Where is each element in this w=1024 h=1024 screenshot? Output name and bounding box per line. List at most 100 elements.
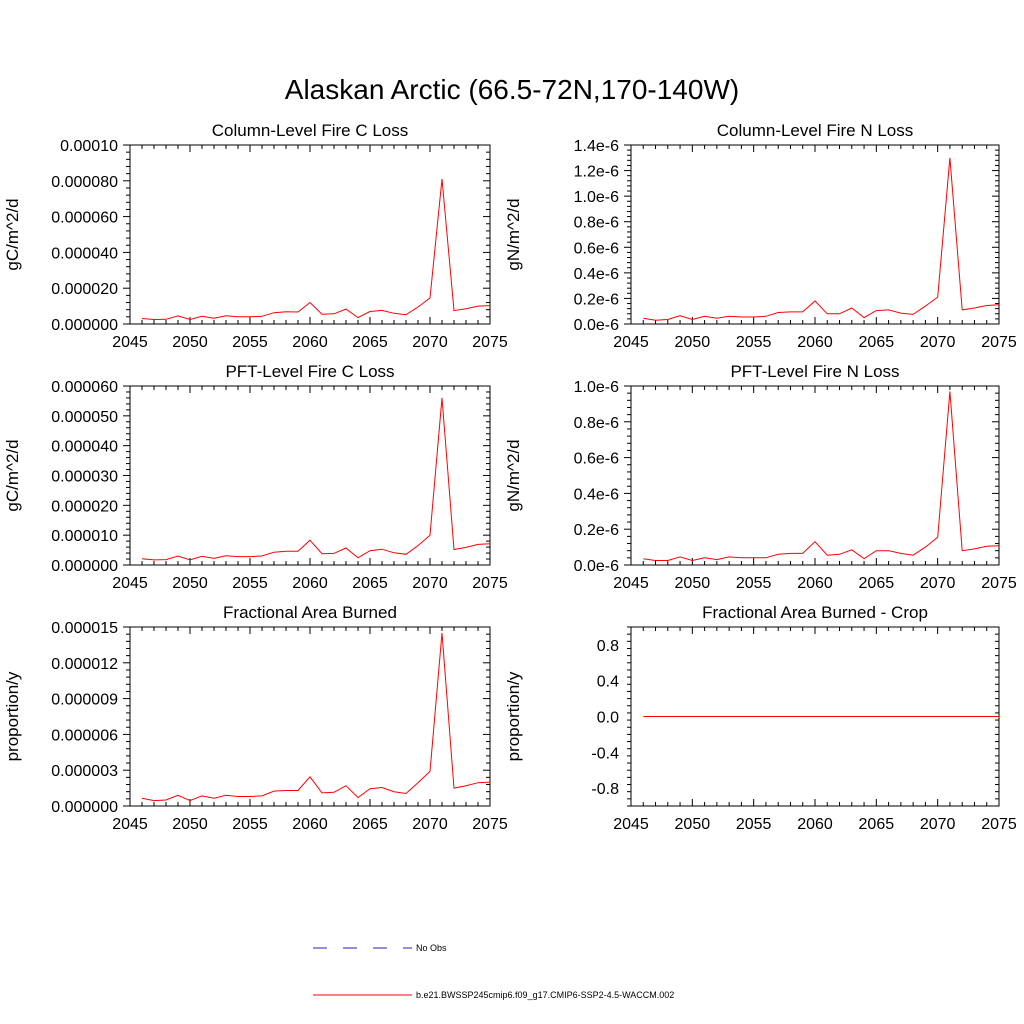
y-tick-label: 0.0 bbox=[597, 710, 619, 727]
legend: No Obs b.e21.BWSSP245cmip6.f09_g17.CMIP6… bbox=[313, 943, 674, 1000]
y-tick-label: 0.8e-6 bbox=[574, 215, 619, 232]
y-tick-label: 0.00010 bbox=[60, 138, 118, 155]
x-tick-label: 2045 bbox=[112, 575, 148, 592]
x-tick-label: 2055 bbox=[736, 575, 772, 592]
x-tick-label: 2045 bbox=[613, 334, 649, 351]
x-tick-label: 2050 bbox=[675, 816, 711, 833]
y-tick-label: 0.000000 bbox=[51, 558, 118, 575]
y-tick-label: -0.8 bbox=[591, 781, 619, 798]
y-tick-label: 0.6e-6 bbox=[574, 451, 619, 468]
y-tick-label: 0.6e-6 bbox=[574, 240, 619, 257]
y-tick-label: 0.2e-6 bbox=[574, 522, 619, 539]
series-line bbox=[141, 178, 491, 321]
x-tick-label: 2055 bbox=[232, 816, 268, 833]
x-tick-label: 2065 bbox=[859, 575, 895, 592]
y-tick-label: 0.000020 bbox=[51, 281, 118, 298]
y-tick-label: 1.2e-6 bbox=[574, 164, 619, 181]
y-tick-label: 0.000040 bbox=[51, 439, 118, 456]
chart-title: Fractional Area Burned - Crop bbox=[702, 603, 928, 622]
panels: Column-Level Fire C Loss gC/m^2/d 2045 2050… bbox=[3, 121, 1017, 833]
chart-panel-5: Fractional Area Burned proportion/y 2045 20… bbox=[3, 603, 508, 833]
x-tick-label: 2050 bbox=[172, 334, 208, 351]
y-axis-label: proportion/y bbox=[3, 671, 22, 761]
chart-panel-2: Column-Level Fire N Loss gN/m^2/d 2045 2050… bbox=[504, 121, 1017, 351]
x-tick-label: 2060 bbox=[797, 575, 833, 592]
legend-model-label: b.e21.BWSSP245cmip6.f09_g17.CMIP6-SSP2-4… bbox=[416, 990, 674, 1000]
x-tick-label: 2055 bbox=[736, 816, 772, 833]
x-tick-label: 2055 bbox=[232, 575, 268, 592]
y-tick-label: 0.000040 bbox=[51, 245, 118, 262]
chart-title: PFT-Level Fire N Loss bbox=[730, 362, 899, 381]
y-axis-label: gC/m^2/d bbox=[3, 198, 22, 270]
x-tick-label: 2055 bbox=[232, 334, 268, 351]
x-tick-label: 2075 bbox=[472, 816, 508, 833]
series-line bbox=[643, 157, 1000, 321]
x-tick-label: 2070 bbox=[412, 816, 448, 833]
y-tick-label: 0.000000 bbox=[51, 317, 118, 334]
x-tick-label: 2045 bbox=[112, 334, 148, 351]
x-tick-label: 2070 bbox=[920, 575, 956, 592]
chart-panel-6: Fractional Area Burned - Crop proportion/… bbox=[504, 603, 1017, 833]
x-tick-label: 2075 bbox=[981, 816, 1017, 833]
x-tick-label: 2060 bbox=[292, 334, 328, 351]
y-tick-label: 0.000060 bbox=[51, 379, 118, 396]
x-tick-label: 2075 bbox=[472, 334, 508, 351]
y-tick-label: 0.4e-6 bbox=[574, 486, 619, 503]
x-tick-label: 2065 bbox=[859, 334, 895, 351]
chart-title: PFT-Level Fire C Loss bbox=[225, 362, 394, 381]
y-tick-label: 0.000009 bbox=[51, 692, 118, 709]
y-tick-label: 0.000006 bbox=[51, 727, 118, 744]
x-tick-label: 2045 bbox=[613, 816, 649, 833]
series-line bbox=[141, 397, 491, 561]
x-tick-label: 2070 bbox=[412, 575, 448, 592]
chart-title: Column-Level Fire N Loss bbox=[717, 121, 914, 140]
y-tick-label: 0.000060 bbox=[51, 210, 118, 227]
y-tick-label: -0.4 bbox=[591, 745, 619, 762]
figure-title: Alaskan Arctic (66.5-72N,170-140W) bbox=[285, 74, 739, 105]
y-tick-label: 0.000050 bbox=[51, 409, 118, 426]
x-tick-label: 2050 bbox=[675, 575, 711, 592]
plot-frame bbox=[129, 385, 491, 566]
y-tick-label: 0.000015 bbox=[51, 620, 118, 637]
x-tick-label: 2060 bbox=[292, 816, 328, 833]
chart-panel-4: PFT-Level Fire N Loss gN/m^2/d 2045 2050 205… bbox=[504, 362, 1017, 592]
x-tick-label: 2065 bbox=[859, 816, 895, 833]
y-tick-label: 0.000080 bbox=[51, 174, 118, 191]
x-tick-label: 2075 bbox=[981, 334, 1017, 351]
y-tick-label: 0.000010 bbox=[51, 528, 118, 545]
y-tick-label: 0.0e-6 bbox=[574, 558, 619, 575]
x-tick-label: 2050 bbox=[172, 816, 208, 833]
plot-frame bbox=[630, 385, 1000, 566]
plot-frame bbox=[129, 626, 491, 807]
y-tick-label: 0.000020 bbox=[51, 498, 118, 515]
y-tick-label: 0.4e-6 bbox=[574, 266, 619, 283]
y-axis-label: gC/m^2/d bbox=[3, 439, 22, 511]
y-tick-label: 0.000000 bbox=[51, 799, 118, 816]
y-axis-label: proportion/y bbox=[504, 671, 523, 761]
x-tick-label: 2060 bbox=[797, 816, 833, 833]
plot-frame bbox=[630, 144, 1000, 325]
y-axis-label: gN/m^2/d bbox=[504, 198, 523, 270]
x-tick-label: 2065 bbox=[352, 575, 388, 592]
y-tick-label: 0.8 bbox=[597, 638, 619, 655]
chart-panel-1: Column-Level Fire C Loss gC/m^2/d 2045 2050… bbox=[3, 121, 508, 351]
x-tick-label: 2065 bbox=[352, 816, 388, 833]
x-tick-label: 2060 bbox=[797, 334, 833, 351]
series-line bbox=[141, 632, 491, 802]
x-tick-label: 2045 bbox=[613, 575, 649, 592]
x-tick-label: 2075 bbox=[981, 575, 1017, 592]
y-tick-label: 0.2e-6 bbox=[574, 291, 619, 308]
series-line bbox=[643, 391, 1000, 562]
x-tick-label: 2050 bbox=[172, 575, 208, 592]
y-tick-label: 1.0e-6 bbox=[574, 379, 619, 396]
y-tick-label: 1.0e-6 bbox=[574, 189, 619, 206]
x-tick-label: 2045 bbox=[112, 816, 148, 833]
legend-obs-label: No Obs bbox=[416, 943, 447, 953]
x-tick-label: 2075 bbox=[472, 575, 508, 592]
chart-panel-3: PFT-Level Fire C Loss gC/m^2/d 2045 2050 205… bbox=[3, 362, 508, 592]
x-tick-label: 2070 bbox=[920, 334, 956, 351]
x-tick-label: 2060 bbox=[292, 575, 328, 592]
x-tick-label: 2070 bbox=[412, 334, 448, 351]
y-tick-label: 0.000003 bbox=[51, 763, 118, 780]
